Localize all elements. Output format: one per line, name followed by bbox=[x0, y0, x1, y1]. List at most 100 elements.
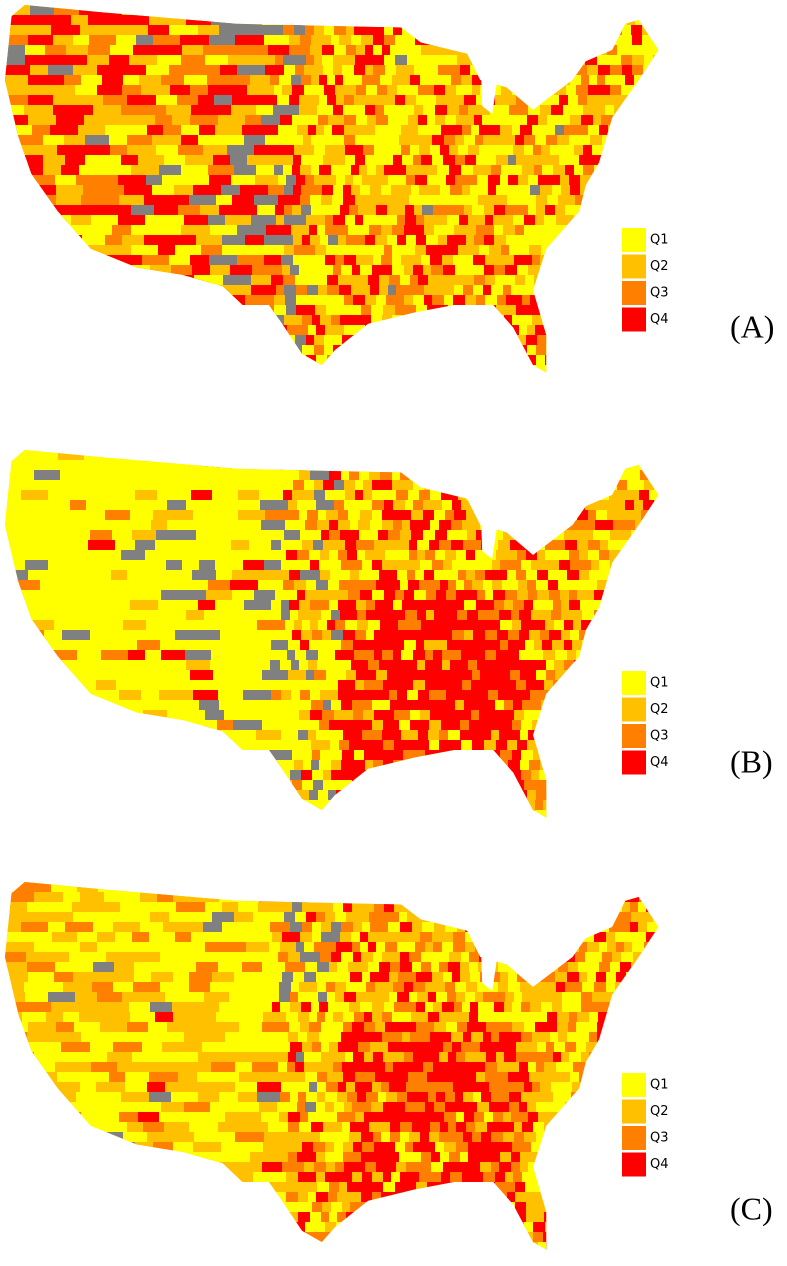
county bbox=[5, 375, 23, 394]
county bbox=[409, 85, 419, 96]
county bbox=[608, 740, 621, 751]
county bbox=[631, 610, 640, 621]
county bbox=[69, 375, 91, 394]
county bbox=[490, 125, 501, 136]
county bbox=[599, 680, 608, 691]
county bbox=[652, 25, 659, 36]
county bbox=[384, 95, 396, 106]
county bbox=[538, 175, 549, 186]
county bbox=[621, 1022, 633, 1033]
county bbox=[451, 75, 462, 86]
county bbox=[200, 335, 227, 354]
county bbox=[452, 560, 464, 571]
county bbox=[488, 640, 501, 651]
county bbox=[418, 85, 427, 96]
county bbox=[533, 700, 542, 711]
county bbox=[503, 215, 514, 226]
county bbox=[318, 510, 327, 521]
county bbox=[552, 185, 562, 196]
county bbox=[544, 215, 557, 226]
county bbox=[550, 145, 563, 156]
county bbox=[655, 215, 659, 226]
county bbox=[435, 640, 448, 651]
county bbox=[360, 345, 371, 356]
county bbox=[492, 620, 501, 631]
county bbox=[370, 345, 383, 356]
county bbox=[220, 740, 242, 759]
county bbox=[338, 972, 351, 983]
county bbox=[408, 580, 420, 591]
county bbox=[374, 650, 383, 661]
county bbox=[573, 105, 584, 116]
county bbox=[424, 295, 433, 306]
county bbox=[294, 620, 303, 631]
county bbox=[594, 982, 607, 993]
county bbox=[400, 780, 411, 791]
county bbox=[512, 620, 522, 631]
county bbox=[599, 962, 611, 973]
county bbox=[239, 770, 267, 789]
county bbox=[405, 105, 415, 116]
county bbox=[377, 820, 390, 831]
county bbox=[601, 115, 612, 126]
county bbox=[430, 315, 443, 326]
county bbox=[588, 600, 600, 611]
county bbox=[540, 105, 552, 116]
county bbox=[430, 520, 440, 531]
county bbox=[639, 490, 650, 501]
county bbox=[501, 245, 510, 256]
county bbox=[485, 255, 495, 266]
county bbox=[390, 932, 401, 943]
county bbox=[291, 15, 303, 26]
county bbox=[424, 810, 435, 818]
county bbox=[581, 790, 590, 801]
county bbox=[637, 1062, 647, 1073]
county bbox=[293, 235, 303, 246]
county bbox=[279, 992, 291, 1003]
county bbox=[520, 480, 529, 491]
county bbox=[181, 770, 199, 789]
county bbox=[473, 285, 484, 296]
county bbox=[289, 1022, 301, 1033]
county bbox=[531, 610, 542, 621]
county bbox=[473, 35, 483, 46]
county bbox=[283, 490, 293, 501]
county bbox=[290, 265, 300, 276]
county bbox=[625, 500, 635, 511]
county bbox=[519, 650, 532, 661]
county bbox=[273, 315, 285, 326]
county bbox=[332, 750, 343, 761]
county bbox=[280, 700, 292, 711]
county bbox=[474, 275, 486, 286]
county bbox=[441, 470, 453, 481]
county bbox=[466, 570, 476, 581]
county bbox=[507, 1062, 520, 1073]
county bbox=[663, 165, 674, 176]
county bbox=[389, 800, 399, 811]
county bbox=[392, 245, 405, 256]
county bbox=[561, 760, 572, 771]
county bbox=[564, 520, 576, 531]
county bbox=[292, 540, 303, 551]
county bbox=[536, 345, 547, 356]
county bbox=[606, 972, 617, 983]
county bbox=[480, 480, 493, 491]
county bbox=[655, 962, 659, 973]
county bbox=[319, 1002, 329, 1013]
county bbox=[445, 510, 455, 521]
county bbox=[442, 660, 451, 671]
county bbox=[290, 365, 302, 373]
county bbox=[252, 790, 280, 809]
county bbox=[559, 470, 569, 481]
county bbox=[425, 982, 438, 993]
county bbox=[414, 65, 427, 76]
county bbox=[321, 932, 332, 943]
county bbox=[142, 770, 162, 789]
county bbox=[363, 25, 375, 36]
county bbox=[400, 932, 410, 943]
county bbox=[48, 305, 77, 324]
county bbox=[403, 15, 414, 26]
county bbox=[599, 942, 608, 953]
county bbox=[335, 15, 346, 26]
county bbox=[410, 710, 421, 721]
